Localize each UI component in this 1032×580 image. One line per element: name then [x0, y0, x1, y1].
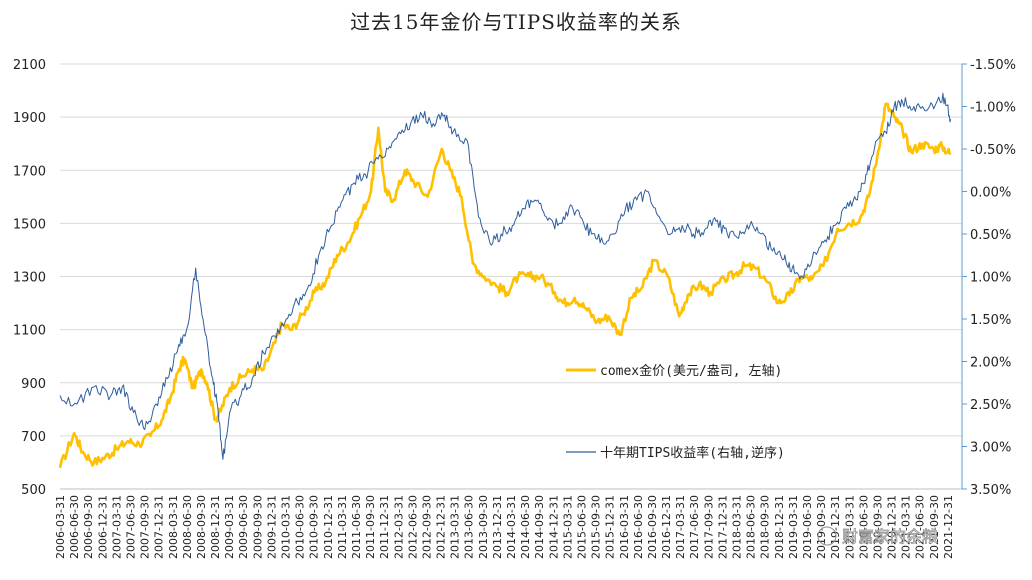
legend: comex金价(美元/盎司, 左轴) 十年期TIPS收益率(右轴,逆序)	[566, 363, 785, 461]
axes	[60, 63, 967, 490]
x-tick-label: 2008-06-30	[181, 495, 194, 559]
left-axis-ticks: 500 700 900 1100 1300 1500 1700 1900 2100	[13, 58, 46, 498]
x-tick-label: 2021-12-31	[942, 495, 955, 559]
x-tick-label: 2017-03-31	[674, 495, 687, 559]
left-tick-label: 1300	[13, 271, 46, 286]
right-tick-label: 1.00%	[970, 271, 1011, 286]
right-tick-label: 1.50%	[970, 313, 1011, 328]
left-tick-label: 1500	[13, 217, 46, 232]
x-tick-label: 2007-06-30	[125, 495, 138, 559]
x-tick-label: 2015-09-30	[590, 495, 603, 559]
right-tick-label: -1.50%	[970, 58, 1016, 73]
x-tick-label: 2008-12-31	[209, 495, 222, 559]
watermark-text: 财富家的余粮	[842, 527, 938, 546]
x-tick-label: 2018-12-31	[773, 495, 786, 559]
x-tick-label: 2012-12-31	[435, 495, 448, 559]
x-tick-label: 2020-09-30	[871, 495, 884, 559]
x-tick-label: 2006-09-30	[82, 495, 95, 559]
x-tick-label: 2017-06-30	[688, 495, 701, 559]
x-tick-label: 2014-06-30	[519, 495, 532, 559]
x-tick-label: 2020-12-31	[886, 495, 899, 559]
x-tick-label: 2018-06-30	[745, 495, 758, 559]
x-tick-label: 2014-12-31	[547, 495, 560, 559]
x-tick-label: 2018-09-30	[759, 495, 772, 559]
x-tick-label: 2010-03-31	[280, 495, 293, 559]
legend-label-tips: 十年期TIPS收益率(右轴,逆序)	[600, 445, 785, 461]
x-tick-label: 2013-03-31	[449, 495, 462, 559]
x-tick-label: 2021-06-30	[914, 495, 927, 559]
x-tick-label: 2018-03-31	[731, 495, 744, 559]
right-tick-label: 0.00%	[970, 186, 1011, 201]
x-tick-label: 2020-06-30	[857, 495, 870, 559]
x-tick-label: 2006-06-30	[68, 495, 81, 559]
x-tick-label: 2011-09-30	[364, 495, 377, 559]
x-tick-label: 2013-06-30	[463, 495, 476, 559]
watermark: 财富家的余粮	[817, 526, 938, 546]
x-tick-label: 2009-09-30	[251, 495, 264, 559]
x-tick-label: 2014-09-30	[533, 495, 546, 559]
x-tick-label: 2007-09-30	[139, 495, 152, 559]
legend-label-gold: comex金价(美元/盎司, 左轴)	[600, 363, 782, 379]
right-tick-label: -0.50%	[970, 143, 1016, 158]
x-tick-label: 2006-12-31	[96, 495, 109, 559]
left-tick-label: 2100	[13, 58, 46, 73]
x-tick-label: 2014-03-31	[505, 495, 518, 559]
x-tick-label: 2013-09-30	[477, 495, 490, 559]
x-tick-label: 2012-06-30	[406, 495, 419, 559]
x-tick-label: 2015-12-31	[604, 495, 617, 559]
chart-title: 过去15年金价与TIPS收益率的关系	[350, 10, 682, 34]
x-tick-label: 2016-06-30	[632, 495, 645, 559]
x-tick-label: 2021-09-30	[928, 495, 941, 559]
right-tick-label: 2.50%	[970, 398, 1011, 413]
x-tick-label: 2019-06-30	[801, 495, 814, 559]
x-tick-label: 2020-03-31	[843, 495, 856, 559]
x-tick-label: 2010-09-30	[308, 495, 321, 559]
right-tick-label: 2.00%	[970, 356, 1011, 371]
x-tick-label: 2006-03-31	[54, 495, 67, 559]
x-tick-label: 2019-09-30	[815, 495, 828, 559]
x-tick-label: 2010-12-31	[322, 495, 335, 559]
left-tick-label: 1100	[13, 324, 46, 339]
x-tick-label: 2012-03-31	[392, 495, 405, 559]
right-tick-label: 3.00%	[970, 441, 1011, 456]
x-axis-ticks: 2006-03-31 2006-06-30 2006-09-30 2006-12-31…	[54, 495, 955, 559]
x-tick-label: 2007-12-31	[153, 495, 166, 559]
series-line-gold-price	[58, 102, 952, 469]
x-tick-label: 2013-12-31	[491, 495, 504, 559]
x-tick-label: 2019-03-31	[787, 495, 800, 559]
x-tick-label: 2008-03-31	[167, 495, 180, 559]
x-tick-label: 2016-03-31	[618, 495, 631, 559]
right-axis-ticks: -1.50% -1.00% -0.50% 0.00% 0.50% 1.00% 1.50% 2.…	[970, 58, 1016, 498]
right-tick-label: -1.00%	[970, 101, 1016, 116]
x-tick-label: 2008-09-30	[195, 495, 208, 559]
series-line-tips-yield	[59, 92, 952, 460]
left-tick-label: 900	[21, 377, 46, 392]
x-tick-label: 2016-09-30	[646, 495, 659, 559]
x-tick-label: 2019-12-31	[829, 495, 842, 559]
left-tick-label: 500	[21, 483, 46, 498]
x-tick-label: 2007-03-31	[110, 495, 123, 559]
series-layer	[58, 92, 952, 469]
x-tick-label: 2009-03-31	[223, 495, 236, 559]
right-tick-label: 0.50%	[970, 228, 1011, 243]
x-tick-label: 2009-12-31	[265, 495, 278, 559]
x-tick-label: 2021-03-31	[900, 495, 913, 559]
x-tick-label: 2011-06-30	[350, 495, 363, 559]
left-tick-label: 700	[21, 430, 46, 445]
left-tick-label: 1900	[13, 111, 46, 126]
x-tick-label: 2009-06-30	[237, 495, 250, 559]
left-tick-label: 1700	[13, 164, 46, 179]
x-tick-label: 2017-12-31	[716, 495, 729, 559]
x-tick-label: 2017-09-30	[702, 495, 715, 559]
right-tick-label: 3.50%	[970, 483, 1011, 498]
x-tick-label: 2016-12-31	[660, 495, 673, 559]
x-tick-label: 2015-06-30	[576, 495, 589, 559]
x-tick-label: 2011-03-31	[336, 495, 349, 559]
x-tick-label: 2010-06-30	[294, 495, 307, 559]
x-tick-label: 2012-09-30	[420, 495, 433, 559]
x-tick-label: 2015-03-31	[561, 495, 574, 559]
watermark-icon	[817, 526, 837, 546]
x-tick-label: 2011-12-31	[378, 495, 391, 559]
